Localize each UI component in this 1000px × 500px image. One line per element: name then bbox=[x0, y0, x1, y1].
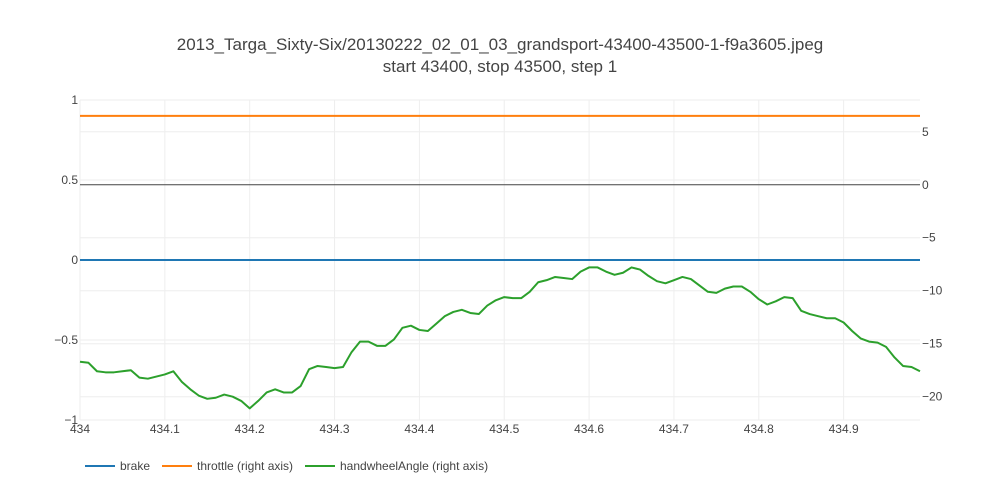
x-tick-label: 434 bbox=[70, 422, 90, 436]
y-left-tick-label: 0 bbox=[71, 253, 78, 267]
y-right-tick-label: −15 bbox=[922, 337, 943, 351]
legend: brake throttle (right axis) handwheelAng… bbox=[85, 459, 488, 473]
y-right-tick-label: 5 bbox=[922, 125, 929, 139]
chart-subtitle: start 43400, stop 43500, step 1 bbox=[383, 57, 617, 76]
x-tick-label: 434.2 bbox=[235, 422, 265, 436]
axis-ticks: 434 434.1 434.2 434.3 434.4 434.5 434.6 434.7 43… bbox=[54, 93, 942, 436]
grid bbox=[79, 99, 920, 421]
y-left-tick-label: −1 bbox=[64, 413, 78, 427]
plot-lines bbox=[79, 114, 921, 410]
legend-label-brake: brake bbox=[120, 459, 150, 473]
y-right-tick-label: −10 bbox=[922, 284, 943, 298]
y-left-tick-label: 0.5 bbox=[61, 173, 78, 187]
x-tick-label: 434.9 bbox=[829, 422, 859, 436]
y-right-tick-label: 0 bbox=[922, 178, 929, 192]
legend-label-handwheel-angle: handwheelAngle (right axis) bbox=[340, 459, 488, 473]
y-left-tick-label: −0.5 bbox=[54, 333, 78, 347]
x-tick-label: 434.8 bbox=[744, 422, 774, 436]
y-right-tick-label: −5 bbox=[922, 231, 936, 245]
x-tick-label: 434.5 bbox=[489, 422, 519, 436]
x-tick-label: 434.7 bbox=[659, 422, 689, 436]
legend-item-brake[interactable]: brake bbox=[85, 459, 150, 473]
x-tick-label: 434.3 bbox=[320, 422, 350, 436]
y-right-tick-label: −20 bbox=[922, 390, 943, 404]
legend-item-handwheel-angle[interactable]: handwheelAngle (right axis) bbox=[305, 459, 488, 473]
y-left-tick-label: 1 bbox=[71, 93, 78, 107]
legend-label-throttle: throttle (right axis) bbox=[197, 459, 293, 473]
legend-item-throttle[interactable]: throttle (right axis) bbox=[162, 459, 293, 473]
x-tick-label: 434.1 bbox=[150, 422, 180, 436]
x-tick-label: 434.6 bbox=[574, 422, 604, 436]
series-line-handwheel-angle bbox=[79, 266, 921, 410]
chart-title: 2013_Targa_Sixty-Six/20130222_02_01_03_g… bbox=[177, 35, 824, 54]
x-tick-label: 434.4 bbox=[404, 422, 434, 436]
